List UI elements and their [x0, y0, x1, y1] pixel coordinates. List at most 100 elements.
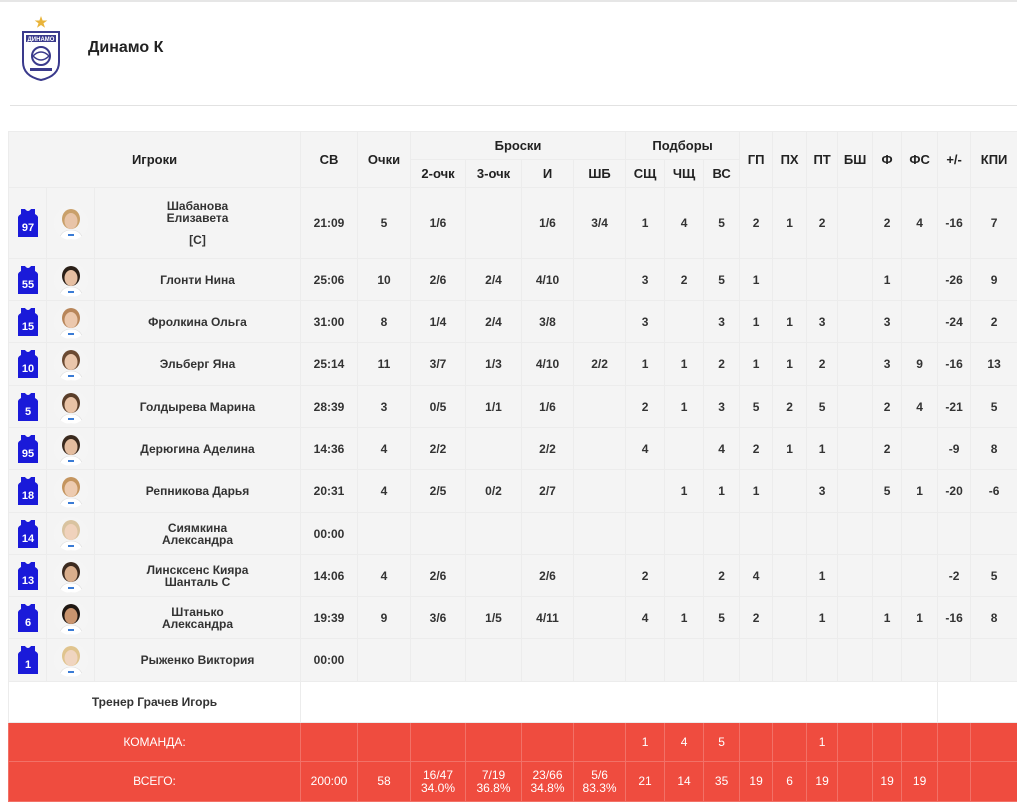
player-avatar[interactable]	[53, 347, 88, 381]
col-points[interactable]: Очки	[357, 131, 412, 188]
player-row[interactable]: 95 Дерюгина Аделина 14:36 4 2/2 2/2 4 4 2 1 1 2 -9 8	[8, 427, 1017, 470]
stat-three: 2/4	[465, 258, 523, 301]
player-avatar[interactable]	[53, 304, 88, 339]
header-row-groups: Игроки СВ Очки Броски Подборы ГП ПХ ПТ Б…	[7, 131, 1017, 188]
col-two-pt[interactable]: 2-очк	[410, 159, 467, 188]
player-name[interactable]: Глонти Нина	[93, 258, 302, 301]
jersey-number: 10	[21, 363, 33, 375]
player-avatar[interactable]	[53, 558, 88, 593]
stat-pkh: 1	[772, 187, 808, 259]
col-sshch[interactable]: СЩ	[625, 159, 666, 188]
col-plus-minus[interactable]: +/-	[937, 131, 972, 188]
avatar-face	[64, 481, 77, 497]
stat-time: 25:14	[300, 342, 359, 386]
team-tr: 5	[703, 722, 741, 762]
player-avatar[interactable]	[53, 474, 88, 508]
col-fs[interactable]: ФС	[901, 131, 939, 188]
stat-or: 2	[625, 385, 666, 428]
jersey-cell: 13	[8, 554, 47, 597]
player-row[interactable]: 6 Штанько Александра 19:39 9 3/6 1/5 4/11 4 1 5 2 1 1…	[8, 596, 1017, 639]
stat-kpi: 5	[970, 554, 1017, 597]
player-name[interactable]: Штанько Александра	[93, 596, 302, 639]
col-pt[interactable]: ПТ	[806, 131, 839, 188]
player-avatar[interactable]	[53, 389, 88, 424]
jersey-icon: 1	[17, 646, 38, 674]
stat-bsh	[837, 342, 874, 386]
player-name-line2: Шанталь С	[164, 574, 231, 589]
stat-two: 2/6	[410, 554, 467, 597]
stat-kpi: -6	[970, 469, 1017, 513]
player-name[interactable]: Репникова Дарья	[93, 469, 302, 513]
player-row[interactable]: 1 Рыженко Виктория 00:00	[8, 638, 1017, 682]
player-row[interactable]: 13 Линсксенс Кияра Шанталь С 14:06 4 2/6 2/6 2 2…	[8, 554, 1017, 597]
player-row[interactable]: 10 Эльберг Яна 25:14 11 3/7 1/3 4/10 2/2 1 1 2 1 1 2 3…	[8, 342, 1017, 386]
avatar-face	[64, 438, 77, 455]
player-name[interactable]: Линсксенс Кияра Шанталь С	[93, 554, 302, 597]
stat-dr: 1	[664, 342, 705, 386]
avatar-cell	[46, 512, 95, 555]
avatar-cell	[46, 342, 95, 386]
col-bsh[interactable]: БШ	[837, 131, 874, 188]
player-row[interactable]: 18 Репникова Дарья 20:31 4 2/5 0/2 2/7 1 1 1 3 5 1 -2…	[8, 469, 1017, 513]
stat-pt	[806, 638, 839, 682]
col-gp[interactable]: ГП	[739, 131, 774, 188]
stat-pt: 3	[806, 300, 839, 343]
jersey-icon: 14	[17, 519, 38, 548]
stat-kpi	[970, 512, 1017, 555]
col-pkh[interactable]: ПХ	[772, 131, 808, 188]
stat-tr	[703, 512, 741, 555]
jersey-number: 95	[21, 448, 33, 460]
player-name[interactable]: Эльберг Яна	[93, 342, 302, 386]
col-chshch[interactable]: ЧЩ	[664, 159, 705, 188]
stat-sb	[573, 638, 627, 682]
stat-pm: -16	[937, 596, 972, 639]
col-f[interactable]: Ф	[872, 131, 903, 188]
player-name-line1: Эльберг Яна	[159, 357, 236, 371]
jersey-number: 18	[21, 490, 33, 502]
col-sv[interactable]: СВ	[300, 131, 359, 188]
player-avatar[interactable]	[53, 643, 88, 677]
stat-pm: -24	[937, 300, 972, 343]
col-vs[interactable]: ВС	[703, 159, 741, 188]
player-row[interactable]: 15 Фролкина Ольга 31:00 8 1/4 2/4 3/8 3 3 1 1 3 3 -24…	[8, 300, 1017, 343]
player-name[interactable]: Сиямкина Александра	[93, 512, 302, 555]
stat-three	[465, 512, 523, 555]
player-name[interactable]: Фролкина Ольга	[93, 300, 302, 343]
jersey-cell: 18	[8, 469, 47, 513]
stat-i: 1/6	[521, 187, 575, 259]
player-avatar[interactable]	[53, 431, 88, 466]
player-name-line1: Глонти Нина	[160, 272, 235, 287]
player-name[interactable]: Рыженко Виктория	[93, 638, 302, 682]
col-sb[interactable]: ШБ	[573, 159, 627, 188]
stat-three	[465, 187, 523, 259]
col-players[interactable]: Игроки	[7, 131, 302, 188]
col-kpi[interactable]: КПИ	[970, 131, 1017, 188]
player-row[interactable]: 97 Шабанова Елизавета [C] 21:09 5 1/6 1/6 3/4 1 4 5…	[8, 187, 1017, 259]
player-avatar[interactable]	[53, 262, 88, 297]
jersey-cell: 10	[8, 342, 47, 386]
player-avatar[interactable]	[53, 206, 88, 240]
player-name[interactable]: Дерюгина Аделина	[93, 427, 302, 470]
avatar-face	[64, 269, 77, 286]
player-name[interactable]: Голдырева Марина	[93, 385, 302, 428]
player-avatar[interactable]	[53, 516, 88, 551]
total-three: 7/19 36.8%	[465, 761, 523, 802]
player-row[interactable]: 14 Сиямкина Александра 00:00	[8, 512, 1017, 555]
stat-tr: 5	[703, 187, 741, 259]
col-i[interactable]: И	[521, 159, 575, 188]
stat-f: 2	[872, 427, 903, 470]
stat-two: 2/6	[410, 258, 467, 301]
stat-fs	[901, 512, 939, 555]
jersey-icon: 95	[17, 434, 38, 463]
stat-dr: 2	[664, 258, 705, 301]
player-name[interactable]: Шабанова Елизавета [C]	[93, 187, 302, 259]
col-three-pt[interactable]: 3-очк	[465, 159, 523, 188]
team-logo-icon: ДИНАМО	[22, 16, 60, 82]
player-row[interactable]: 5 Голдырева Марина 28:39 3 0/5 1/1 1/6 2 1 3 5 2 5 2 4…	[8, 385, 1017, 428]
jersey-icon: 18	[17, 477, 38, 505]
jersey-number: 15	[21, 321, 33, 333]
player-avatar[interactable]	[53, 600, 88, 635]
player-row[interactable]: 55 Глонти Нина 25:06 10 2/6 2/4 4/10 3 2 5 1 1 -26 9	[8, 258, 1017, 301]
stat-gp: 5	[739, 385, 774, 428]
stat-or	[625, 469, 666, 513]
